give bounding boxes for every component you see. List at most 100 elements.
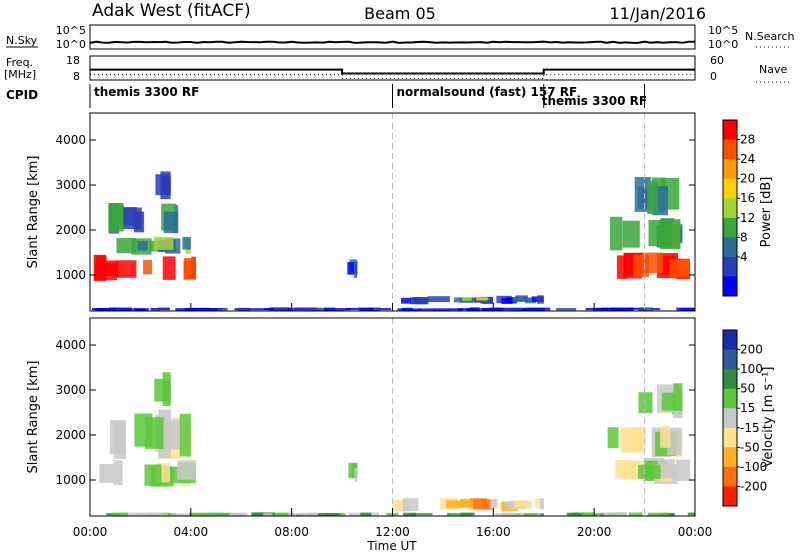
velocity-cell-4-17 [446, 500, 461, 509]
velocity-cell-9-59 [449, 513, 465, 516]
velocity-cell-1-8 [166, 419, 181, 450]
power-cell-10-68 [638, 307, 653, 311]
power-colorbar-swatch-0 [723, 120, 737, 141]
power-cell-9-3 [634, 177, 651, 212]
power-cell-10-30 [397, 308, 407, 311]
power-colorbar-swatch-4 [723, 198, 737, 219]
power-ytick-label-0: 4000 [55, 133, 86, 147]
cpid-label-1: normalsound (fast) 157 RF [397, 85, 578, 99]
velocity-colorbar-tick-label-5: -50 [740, 440, 760, 454]
power-cell-10-59 [527, 307, 551, 311]
power-cell-10-60 [360, 307, 374, 311]
nsky-label: N.Sky [6, 34, 38, 47]
power-cell-8-3 [610, 216, 623, 251]
velocity-ytick-label-2: 2000 [55, 428, 86, 442]
power-colorbar-tick-label-5: 8 [740, 230, 748, 244]
x-tick-label-1: 04:00 [174, 525, 209, 539]
power-cell-10-34 [371, 307, 381, 311]
power-cell-0-6 [162, 256, 176, 280]
velocity-cell-4-8 [402, 498, 419, 512]
velocity-cell-9-29 [110, 512, 129, 516]
velocity-cell-9-30 [348, 512, 361, 516]
cpid-label: CPID [6, 88, 38, 102]
velocity-cell-9-36 [156, 513, 168, 516]
velocity-cell-7-2 [607, 427, 619, 449]
velocity-cell-9-25 [120, 512, 142, 516]
power-cell-10-2 [629, 307, 647, 310]
power-ylabel: Slant Range [km] [26, 156, 41, 269]
velocity-cell-9-47 [228, 512, 248, 516]
velocity-cell-1-10 [179, 413, 191, 457]
power-colorbar-swatch-6 [723, 237, 737, 258]
power-cell-8-5 [622, 220, 640, 248]
velocity-cell-9-62 [210, 512, 230, 515]
velocity-cell-1-9 [145, 417, 164, 449]
power-colorbar-swatch-3 [723, 178, 737, 199]
velocity-cell-0-3 [113, 460, 123, 485]
velocity-cell-9-58 [303, 512, 321, 516]
power-colorbar-tick-label-0: 28 [740, 133, 755, 147]
velocity-cell-2-3 [154, 378, 171, 402]
power-cell-10-53 [208, 308, 218, 311]
velocity-colorbar-swatch-0 [723, 330, 737, 351]
power-colorbar-tick-label-2: 20 [740, 172, 755, 186]
x-tick-label-4: 16:00 [476, 525, 511, 539]
velocity-cell-9-63 [648, 512, 669, 516]
power-cell-10-55 [503, 308, 523, 311]
velocity-colorbar-tick-label-2: 50 [740, 382, 755, 396]
freq-unit-label: [MHz] [4, 68, 36, 81]
nsky-tick-low: 10^0 [56, 38, 86, 51]
velocity-cell-6-4 [676, 459, 690, 482]
power-cell-10-50 [334, 308, 344, 311]
power-cell-6-1 [462, 297, 472, 301]
velocity-colorbar-frame [722, 329, 738, 507]
velocity-colorbar-swatch-2 [723, 369, 737, 390]
power-cell-10-31 [217, 307, 228, 311]
power-cell-10-70 [93, 308, 104, 311]
power-cell-10-47 [273, 307, 288, 311]
velocity-cell-4-15 [513, 500, 531, 508]
velocity-cell-6-9 [638, 464, 661, 479]
power-cell-1-10 [153, 236, 174, 250]
power-cell-5-16 [401, 297, 411, 304]
velocity-cell-9-66 [495, 513, 507, 516]
velocity-cell-9-57 [143, 513, 157, 516]
velocity-cell-0-11 [144, 464, 162, 486]
power-cell-10-27 [344, 307, 361, 310]
power-cell-7-8 [633, 254, 649, 278]
power-cell-10-64 [98, 308, 117, 311]
power-cell-5-17 [537, 295, 544, 304]
beam-title: Beam 05 [364, 4, 436, 23]
power-cell-10-51 [676, 307, 695, 311]
velocity-cell-9-69 [603, 512, 627, 516]
power-cell-10-9 [433, 308, 449, 311]
power-cell-10-58 [402, 308, 421, 311]
velocity-cell-9-71 [317, 513, 340, 516]
velocity-cell-9-31 [409, 513, 433, 516]
power-cell-8-8 [648, 219, 672, 247]
power-cell-9-5 [647, 181, 658, 214]
velocity-cell-0-10 [177, 460, 196, 480]
velocity-cell-9-17 [288, 513, 309, 516]
power-colorbar-swatch-8 [723, 276, 737, 297]
velocity-colorbar-tick-label-4: -15 [740, 421, 760, 435]
power-cell-10-15 [418, 308, 435, 311]
power-cell-5-15 [501, 297, 513, 304]
power-colorbar-label: Power [dB] [759, 177, 774, 248]
velocity-cell-9-54 [524, 513, 537, 516]
velocity-colorbar-swatch-6 [723, 447, 737, 468]
velocity-colorbar-tick-label-7: -200 [740, 479, 767, 493]
velocity-cell-8-4 [673, 383, 683, 411]
power-cell-10-67 [608, 308, 628, 311]
nsearch-tick-high: 10^5 [708, 24, 738, 37]
nsky-series-line [89, 40, 695, 44]
nsky-tick-high: 10^5 [56, 24, 86, 37]
velocity-cell-9-51 [274, 512, 288, 515]
power-cell-10-17 [470, 307, 480, 311]
power-cell-3-3 [162, 177, 171, 194]
nsearch-label: N.Search [745, 30, 795, 43]
velocity-colorbar-tick-label-6: -100 [740, 460, 767, 474]
power-cell-10-18 [157, 307, 170, 311]
power-cell-10-71 [585, 308, 609, 311]
